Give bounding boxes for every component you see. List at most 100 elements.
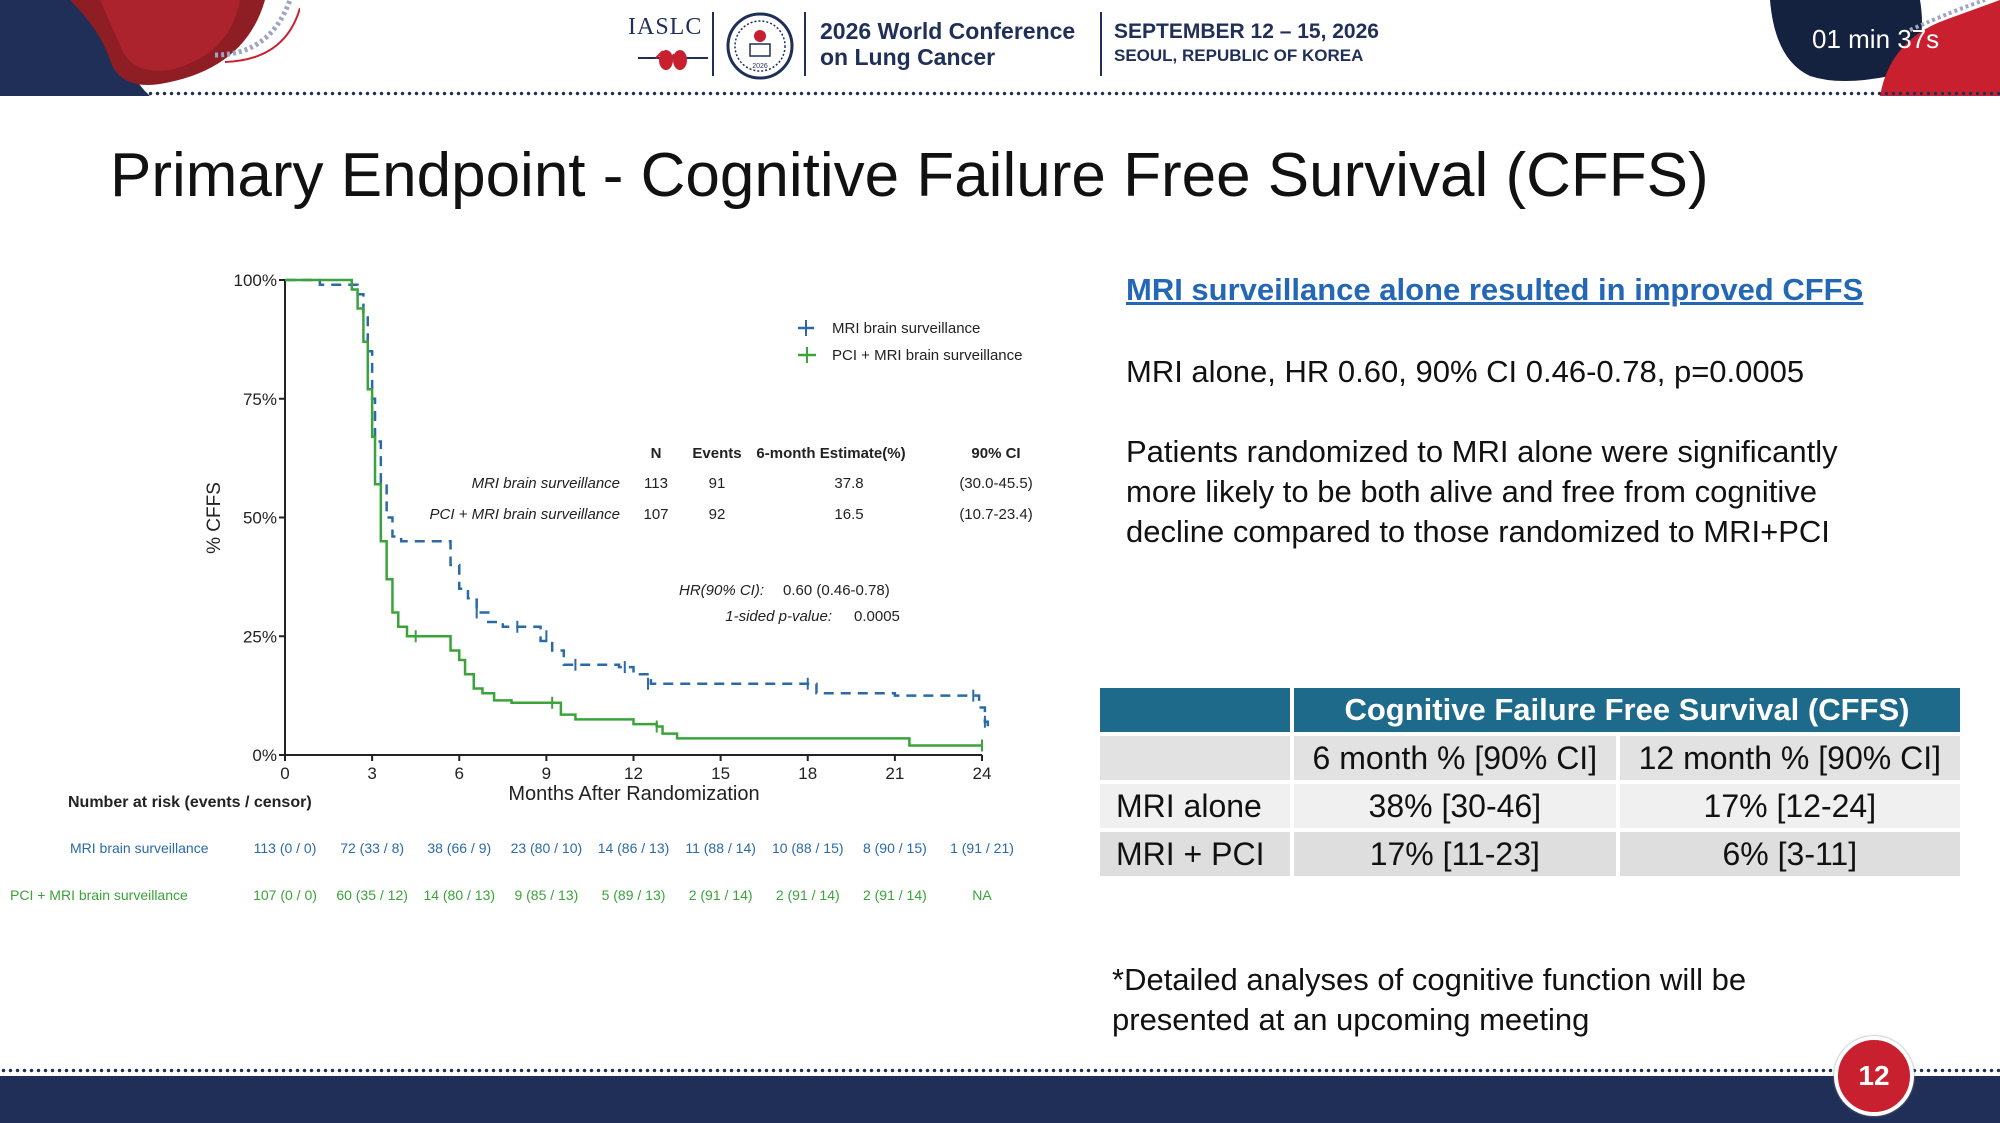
stats-events-mri: 91 [709, 475, 726, 492]
table-subheader-blank [1100, 736, 1290, 780]
footer-dotted-divider [0, 1068, 2000, 1073]
header-dotted-divider [0, 91, 2000, 96]
x-tick-label: 0 [280, 764, 289, 783]
header-divider [804, 12, 806, 76]
stats-estimate-pci: 16.5 [834, 506, 863, 523]
stats-n-pci: 107 [643, 506, 668, 523]
footer-bar [0, 1076, 2000, 1123]
stats-n-mri: 113 [644, 475, 668, 492]
censor-marks [414, 606, 986, 752]
stats-header-ci: 90% CI [971, 445, 1020, 462]
risk-value: 10 (88 / 15) [772, 840, 844, 856]
risk-value: 107 (0 / 0) [253, 887, 317, 903]
table-header-blank [1100, 688, 1290, 732]
risk-value: 5 (89 / 13) [602, 887, 666, 903]
table-col-12month: 12 month % [90% CI] [1619, 736, 1960, 780]
cell-mri-6month: 38% [30-46] [1294, 784, 1616, 828]
decorative-corner-left [0, 0, 300, 96]
y-tick-label: 100% [234, 271, 277, 290]
table-row: MRI + PCI 17% [11-23] 6% [3-11] [1100, 832, 1960, 876]
stats-header-estimate: 6-month Estimate(%) [756, 445, 905, 462]
y-tick-label: 25% [243, 627, 277, 646]
cell-pci-6month: 17% [11-23] [1294, 832, 1616, 876]
risk-table-title: Number at risk (events / censor) [68, 794, 312, 811]
x-tick-label: 12 [624, 764, 643, 783]
cell-mri-12month: 17% [12-24] [1619, 784, 1960, 828]
corner-art-left-icon [0, 0, 300, 96]
header-divider [1100, 12, 1102, 76]
conference-location: SEOUL, REPUBLIC OF KOREA [1114, 46, 1364, 65]
table-row: MRI alone 38% [30-46] 17% [12-24] [1100, 784, 1960, 828]
stats-header-events: Events [692, 445, 741, 462]
x-tick-label: 15 [711, 764, 730, 783]
findings-heading: MRI surveillance alone resulted in impro… [1126, 272, 1864, 307]
page-number-badge: 12 [1834, 1036, 1914, 1116]
legend-item-pci: PCI + MRI brain surveillance [832, 347, 1023, 364]
stats-estimate-mri: 37.8 [834, 475, 863, 492]
stats-header-n: N [651, 445, 662, 462]
y-tick-label: 75% [243, 390, 277, 409]
y-axis-label: % CFFS [204, 482, 225, 554]
stats-ci-mri: (30.0-45.5) [959, 475, 1032, 492]
stats-ci-pci: (10.7-23.4) [959, 506, 1032, 523]
svg-text:2026: 2026 [752, 63, 768, 70]
risk-value: 14 (80 / 13) [423, 887, 495, 903]
table-title: Cognitive Failure Free Survival (CFFS) [1294, 688, 1960, 732]
risk-value: 14 (86 / 13) [598, 840, 670, 856]
series-line-mri [285, 278, 990, 732]
cffs-summary-table: Cognitive Failure Free Survival (CFFS) 6… [1096, 684, 1964, 880]
x-axis-ticks: 0 3 6 9 12 15 18 21 24 [280, 755, 991, 783]
row-label-pci: MRI + PCI [1100, 832, 1290, 876]
risk-value: 38 (66 / 9) [427, 840, 491, 856]
risk-value: 9 (85 / 13) [514, 887, 578, 903]
decorative-corner-right [1770, 0, 2000, 96]
x-tick-label: 3 [367, 764, 376, 783]
cell-pci-12month: 6% [3-11] [1619, 832, 1960, 876]
conference-seal-icon: 2026 [726, 12, 794, 80]
table-col-6month: 6 month % [90% CI] [1294, 736, 1616, 780]
stats-arm-mri: MRI brain surveillance [472, 475, 620, 492]
risk-value: 1 (91 / 21) [950, 840, 1014, 856]
risk-table-values: 113 (0 / 0) 72 (33 / 8) 38 (66 / 9) 23 (80 … [253, 840, 1014, 903]
slide-title: Primary Endpoint - Cognitive Failure Fre… [110, 141, 1709, 210]
x-tick-label: 24 [973, 764, 992, 783]
p-value: 0.0005 [854, 608, 900, 625]
header-divider [712, 12, 714, 76]
lungs-logo-icon [638, 50, 708, 70]
hazard-ratio-statement: MRI alone, HR 0.60, 90% CI 0.46-0.78, p=… [1126, 354, 1805, 389]
risk-value: 60 (35 / 12) [336, 887, 408, 903]
risk-value: 11 (88 / 14) [685, 840, 756, 856]
kaplan-meier-chart: 0% 25% 50% 75% 100% 0 3 6 9 12 15 18 21 24 % CFFS Mo… [10, 271, 1033, 903]
conference-header: IASLC 2026 2026 World Conference on Lung … [0, 0, 2000, 96]
p-label: 1-sided p-value: [725, 608, 832, 625]
x-tick-label: 21 [885, 764, 904, 783]
footnote: *Detailed analyses of cognitive function… [1112, 962, 1747, 1037]
chart-stats-table: N Events 6-month Estimate(%) 90% CI MRI … [430, 445, 1033, 625]
y-tick-label: 0% [252, 746, 277, 765]
risk-value: 23 (80 / 10) [511, 840, 583, 856]
risk-arm-mri: MRI brain surveillance [70, 840, 209, 856]
stats-events-pci: 92 [709, 506, 726, 523]
legend-item-mri: MRI brain surveillance [832, 320, 980, 337]
org-logo-text: IASLC [628, 14, 703, 40]
hr-label: HR(90% CI): [679, 582, 764, 599]
risk-arm-pci: PCI + MRI brain surveillance [10, 887, 188, 903]
x-axis-label: Months After Randomization [508, 783, 759, 805]
risk-value: 113 (0 / 0) [254, 840, 317, 856]
risk-value: NA [972, 887, 992, 903]
y-tick-label: 50% [243, 509, 277, 528]
corner-art-right-icon [1770, 0, 2000, 96]
series-line-pci [285, 278, 982, 747]
legend: MRI brain surveillance PCI + MRI brain s… [798, 320, 1023, 364]
risk-value: 8 (90 / 15) [863, 840, 927, 856]
row-label-mri: MRI alone [1100, 784, 1290, 828]
findings-paragraph: Patients randomized to MRI alone were si… [1126, 434, 1838, 549]
risk-value: 72 (33 / 8) [340, 840, 404, 856]
y-axis-ticks: 0% 25% 50% 75% 100% [234, 271, 285, 765]
x-tick-label: 6 [455, 764, 464, 783]
presentation-timer: 01 min 37s [1812, 24, 1940, 54]
conference-dates: SEPTEMBER 12 – 15, 2026 [1114, 20, 1379, 43]
x-tick-label: 9 [542, 764, 551, 783]
risk-value: 2 (91 / 14) [689, 887, 753, 903]
stats-arm-pci: PCI + MRI brain surveillance [430, 506, 621, 523]
